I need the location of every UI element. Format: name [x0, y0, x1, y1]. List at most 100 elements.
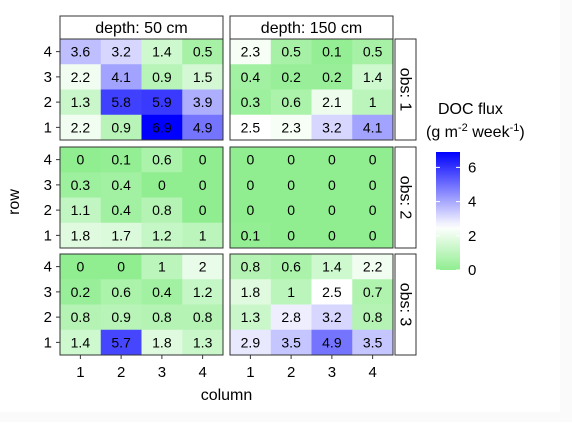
legend-title-superscript: -1	[510, 122, 520, 134]
heatmap-cell	[230, 304, 272, 331]
cell-value-label: 0.4	[111, 202, 131, 218]
cell-value-label: 0.2	[322, 69, 342, 85]
cell-value-label: 0.8	[71, 309, 91, 325]
heatmap-cell	[141, 89, 183, 116]
facet-strip-row-label: obs: 3	[397, 283, 414, 327]
panel-border	[59, 146, 224, 249]
cell-value-label: 6.9	[152, 119, 172, 135]
heatmap-cell	[352, 39, 394, 65]
heatmap-cell	[352, 197, 394, 224]
x-axis-title: column	[201, 387, 253, 404]
y-tick-label: 2	[44, 202, 52, 219]
cell-value-label: 1	[199, 227, 207, 243]
cell-value-label: 0	[246, 177, 254, 193]
cell-value-label: 0	[199, 152, 207, 168]
cell-value-label: 0	[369, 152, 377, 168]
heatmap-cell	[100, 39, 142, 65]
x-tick-label: 1	[246, 364, 254, 381]
cell-value-label: 0	[287, 227, 295, 243]
panel-border	[59, 38, 224, 141]
cell-value-label: 0	[76, 152, 84, 168]
heatmap-cell	[60, 39, 102, 65]
heatmap-cell	[60, 147, 102, 173]
heatmap-cell	[182, 254, 224, 280]
heatmap-cell	[182, 39, 224, 65]
facet-strip-column-label: depth: 150 cm	[261, 20, 362, 37]
heatmap-cell	[60, 329, 102, 356]
cell-value-label: 0.1	[322, 44, 342, 60]
y-tick-label: 3	[44, 284, 52, 301]
legend-title-superscript: -2	[458, 122, 468, 134]
cell-value-label: 3.2	[322, 309, 342, 325]
heatmap-cell	[100, 279, 142, 305]
heatmap-cell	[311, 39, 353, 65]
cell-value-label: 0.5	[363, 44, 383, 60]
cell-value-label: 0.8	[193, 309, 213, 325]
heatmap-cell	[230, 172, 272, 198]
heatmap-cell	[141, 64, 183, 90]
heatmap-cell	[141, 329, 183, 356]
heatmap-cell	[230, 64, 272, 90]
heatmap-cell	[352, 329, 394, 356]
cell-value-label: 0.7	[363, 284, 383, 300]
heatmap-cell	[270, 39, 312, 65]
heatmap-cell	[230, 329, 272, 356]
facet-strip-row	[394, 38, 417, 141]
cell-value-label: 0.9	[111, 119, 131, 135]
cell-value-label: 0.6	[281, 259, 301, 275]
y-tick-label: 1	[44, 227, 52, 244]
cell-value-label: 0.4	[241, 69, 261, 85]
cell-value-label: 0	[328, 227, 336, 243]
cell-value-label: 0	[369, 227, 377, 243]
heatmap-cell	[100, 89, 142, 116]
cell-value-label: 4.1	[111, 69, 131, 85]
x-tick-label: 1	[76, 364, 84, 381]
cell-value-label: 2.3	[281, 119, 301, 135]
cell-value-label: 0.8	[363, 309, 383, 325]
heatmap-cell	[352, 222, 394, 249]
facet-strip-row-label: obs: 1	[397, 68, 414, 112]
legend-title-text: week	[468, 124, 511, 141]
heatmap-cell	[270, 304, 312, 331]
heatmap-cell	[141, 39, 183, 65]
heatmap-cell	[311, 222, 353, 249]
heatmap-cell	[100, 254, 142, 280]
y-tick-label: 4	[44, 152, 52, 169]
heatmap-cell	[182, 329, 224, 356]
heatmap-cell	[182, 64, 224, 90]
x-tick-label: 4	[198, 364, 206, 381]
heatmap-cell	[230, 114, 272, 141]
cell-value-label: 0.2	[281, 69, 301, 85]
cell-value-label: 1	[158, 259, 166, 275]
cell-value-label: 0.3	[241, 94, 261, 110]
cell-value-label: 0	[158, 177, 166, 193]
heatmap-cell	[141, 304, 183, 331]
heatmap-cell	[100, 172, 142, 198]
heatmap-cell	[230, 89, 272, 116]
heatmap-cell	[141, 222, 183, 249]
cell-value-label: 2.5	[241, 119, 261, 135]
cell-value-label: 2.2	[71, 69, 91, 85]
cell-value-label: 2.3	[241, 44, 261, 60]
heatmap-cell	[100, 329, 142, 356]
cell-value-label: 0.1	[111, 152, 131, 168]
heatmap-cell	[230, 279, 272, 305]
legend-color-bar	[436, 152, 460, 270]
panel-border	[229, 253, 394, 356]
y-tick-label: 2	[44, 94, 52, 111]
heatmap-cell	[60, 222, 102, 249]
cell-value-label: 4.9	[322, 334, 342, 350]
heatmap-cell	[230, 197, 272, 224]
cell-value-label: 0.8	[152, 202, 172, 218]
cell-value-label: 0	[287, 202, 295, 218]
heatmap-cell	[100, 114, 142, 141]
cell-value-label: 0.5	[193, 44, 213, 60]
panel-border	[229, 38, 394, 141]
cell-value-label: 0.2	[71, 284, 91, 300]
heatmap-cell	[230, 222, 272, 249]
cell-value-label: 0.6	[281, 94, 301, 110]
heatmap-cell	[60, 114, 102, 141]
heatmap-cell	[100, 64, 142, 90]
heatmap-cell	[270, 279, 312, 305]
